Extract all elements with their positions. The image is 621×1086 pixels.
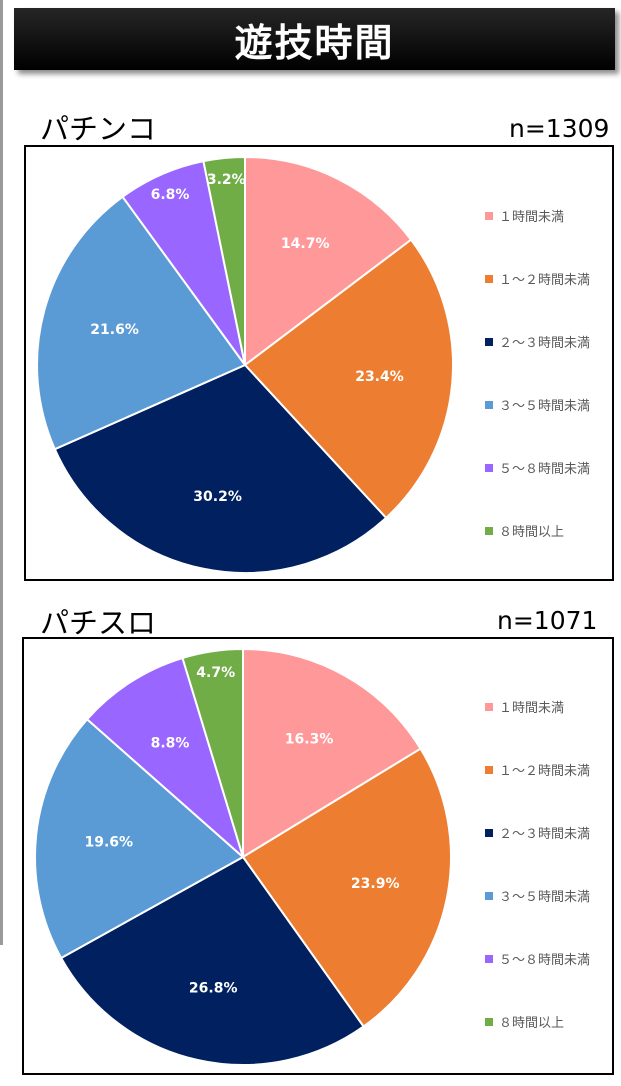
data-label-5-8h: 8.8% xyxy=(151,735,190,751)
pachinko-pie-chart: 14.7% 23.4% 30.2% 21.6% 6.8% 3.2% xyxy=(36,155,454,574)
legend-item-5-8h: ５～８時間未満 xyxy=(485,458,590,477)
pie-slice-1-2h xyxy=(243,238,454,520)
legend-item-2-3h: ２～３時間未満 xyxy=(485,332,590,351)
pie-slice-3-5h xyxy=(33,717,245,960)
legend-swatch xyxy=(485,765,493,774)
pie-slice-under-1h xyxy=(242,647,422,859)
legend-swatch xyxy=(485,400,493,409)
legend-label: ２～３時間未満 xyxy=(499,336,591,351)
legend-item-2-3h: ２～３時間未満 xyxy=(485,823,590,842)
pachislot-sample-size: n=1071 xyxy=(497,606,598,635)
data-label-over-8h: 4.7% xyxy=(196,665,235,681)
pachinko-chart-title: パチンコ xyxy=(40,112,157,146)
legend-label: ３～５時間未満 xyxy=(499,399,591,414)
pie-slice-3-5h xyxy=(36,195,247,451)
data-label-2-3h: 26.8% xyxy=(189,981,238,997)
legend-item-3-5h: ３～５時間未満 xyxy=(485,395,590,414)
legend-item-under-1h: １時間未満 xyxy=(485,697,564,716)
pie-slice-over-8h xyxy=(202,155,246,366)
legend-swatch xyxy=(485,891,493,900)
legend-label: ２～３時間未満 xyxy=(499,827,591,842)
legend-label: ８時間以上 xyxy=(499,1016,565,1031)
legend-swatch xyxy=(485,274,493,283)
legend-label: ３～５時間未満 xyxy=(499,890,591,905)
pie-slice-under-1h xyxy=(244,155,413,368)
legend-item-over-8h: ８時間以上 xyxy=(485,521,564,540)
legend-label: ５～８時間未満 xyxy=(499,462,591,477)
legend-label: １時間未満 xyxy=(499,701,565,716)
legend-label: １～２時間未満 xyxy=(499,764,591,779)
legend-label: １時間未満 xyxy=(499,210,565,225)
data-label-3-5h: 19.6% xyxy=(85,834,134,850)
data-label-under-1h: 16.3% xyxy=(285,731,334,747)
left-edge-rule xyxy=(0,0,3,945)
legend-swatch xyxy=(485,954,493,963)
pie-slice-5-8h xyxy=(85,656,245,861)
data-label-1-2h: 23.9% xyxy=(351,876,400,892)
data-label-5-8h: 6.8% xyxy=(151,187,190,203)
legend-label: ５～８時間未満 xyxy=(499,953,591,968)
data-label-1-2h: 23.4% xyxy=(355,369,404,385)
data-label-over-8h: 3.2% xyxy=(207,172,246,188)
pie-slice-2-3h xyxy=(59,855,365,1066)
legend-swatch xyxy=(485,463,493,472)
legend-item-1-2h: １～２時間未満 xyxy=(485,269,590,288)
legend-swatch xyxy=(485,702,493,711)
legend-swatch xyxy=(485,211,493,220)
pachinko-sample-size: n=1309 xyxy=(509,114,610,143)
page-title: 遊技時間 xyxy=(234,20,395,65)
legend-label: １～２時間未満 xyxy=(499,273,591,288)
legend-swatch xyxy=(485,1017,493,1026)
legend-item-5-8h: ５～８時間未満 xyxy=(485,949,590,968)
data-label-under-1h: 14.7% xyxy=(281,236,330,252)
data-label-2-3h: 30.2% xyxy=(193,489,242,505)
pie-slice-over-8h xyxy=(181,647,244,858)
data-label-3-5h: 21.6% xyxy=(90,322,139,338)
pachislot-chart-title: パチスロ xyxy=(40,606,157,640)
legend-item-1-2h: １～２時間未満 xyxy=(485,760,590,779)
legend-item-over-8h: ８時間以上 xyxy=(485,1012,564,1031)
legend-swatch xyxy=(485,337,493,346)
header-banner: 遊技時間 xyxy=(14,8,615,70)
pie-slice-2-3h xyxy=(53,363,388,574)
legend-label: ８時間以上 xyxy=(499,525,565,540)
pachislot-pie-chart: 16.3% 23.9% 26.8% 19.6% 8.8% 4.7% xyxy=(33,647,452,1066)
legend-item-3-5h: ３～５時間未満 xyxy=(485,886,590,905)
pie-slice-1-2h xyxy=(241,747,452,1028)
legend-swatch xyxy=(485,526,493,535)
legend-item-under-1h: １時間未満 xyxy=(485,206,564,225)
legend-swatch xyxy=(485,828,493,837)
